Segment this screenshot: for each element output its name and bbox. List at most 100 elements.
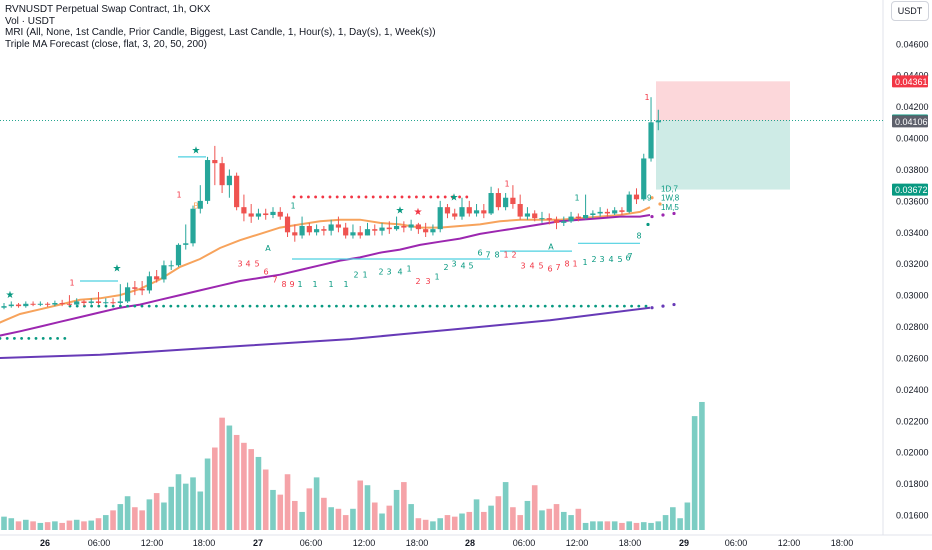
signal-marker: ★ <box>396 205 405 216</box>
forecast-dot <box>650 196 654 200</box>
currency-button[interactable]: USDT <box>891 1 929 21</box>
level-dot <box>219 304 223 308</box>
volume-bar <box>611 521 618 530</box>
level-dot <box>90 304 93 308</box>
signal-marker: 3 <box>520 261 525 270</box>
moving-averages: 1D,71W,81M,5 9 <box>0 184 680 359</box>
target-zone <box>656 120 790 190</box>
candle-body <box>481 210 487 214</box>
level-dot <box>111 304 115 308</box>
level-dot <box>234 304 238 308</box>
legend-ma-forecast[interactable]: Triple MA Forecast (close, flat, 3, 20, … <box>5 38 207 50</box>
volume-bar <box>422 519 429 530</box>
volume-bar <box>677 518 683 530</box>
level-dot <box>205 304 209 308</box>
level-dot <box>147 304 151 308</box>
legend: RVNUSDT Perpetual Swap Contract, 1h, OKX… <box>5 4 436 50</box>
level-dot <box>493 304 497 308</box>
time-tick-label: 12:00 <box>141 538 164 548</box>
level-dot <box>363 304 367 308</box>
time-tick-label: 27 <box>253 538 263 548</box>
level-dot <box>27 336 31 340</box>
level-dot <box>415 195 418 199</box>
candle-body <box>423 229 429 233</box>
candle-body <box>270 211 276 216</box>
price-tick-label: 0.02400 <box>896 385 929 395</box>
level-dot <box>565 304 569 308</box>
level-dot <box>450 304 453 308</box>
candle-body <box>117 301 123 303</box>
time-tick-label: 18:00 <box>831 538 854 548</box>
level-dot <box>507 304 511 308</box>
time-tick-label: 06:00 <box>513 538 536 548</box>
candle-body <box>255 213 262 217</box>
volume-bar <box>495 496 502 530</box>
signal-marker: 5 <box>468 261 473 270</box>
volume-bar <box>531 485 538 530</box>
signal-marker: 6 <box>547 264 552 273</box>
level-dot <box>126 304 129 308</box>
price-axis[interactable]: 0.046000.044000.042000.040000.038000.036… <box>896 39 929 520</box>
candle-body <box>401 226 407 228</box>
price-tick-label: 0.02800 <box>896 322 929 332</box>
signal-marker: 8 <box>281 280 286 289</box>
level-dot <box>443 304 446 308</box>
candle-body <box>495 193 501 208</box>
level-dot <box>644 304 648 308</box>
long-short-position-box[interactable] <box>0 81 883 190</box>
volume-bar <box>328 507 334 530</box>
time-tick-label: 06:00 <box>725 538 748 548</box>
signal-marker: 3 <box>386 268 391 277</box>
volume-bar <box>393 489 400 530</box>
signal-marker: 4 <box>460 261 465 270</box>
signal-marker: 8 <box>494 250 499 259</box>
price-tick-label: 0.03200 <box>896 259 929 269</box>
volume-bar <box>270 489 276 530</box>
level-dot <box>637 304 641 308</box>
volume-bar <box>582 522 589 530</box>
signal-marker: 6 <box>625 253 630 262</box>
level-dot <box>364 195 368 199</box>
candle-body <box>146 276 152 291</box>
level-dot <box>443 195 447 199</box>
level-dot <box>270 304 273 308</box>
level-dot <box>292 195 296 199</box>
signal-marker: 7 <box>485 250 490 259</box>
volume-bar <box>299 511 305 530</box>
volume-bar <box>226 425 233 530</box>
volume-bar <box>321 497 327 530</box>
level-dot <box>428 304 432 308</box>
volume-bar <box>510 507 516 530</box>
candle-body <box>539 218 545 220</box>
candle-body <box>633 194 640 200</box>
level-dot <box>133 304 137 308</box>
time-tick-label: 18:00 <box>193 538 216 548</box>
volume-bar <box>44 522 51 530</box>
level-dot <box>623 304 626 308</box>
candle-body <box>372 229 378 231</box>
legend-volume[interactable]: Vol · USDT <box>5 15 56 27</box>
candle-body <box>45 303 51 305</box>
signal-marker: 1 <box>503 250 508 259</box>
level-dot <box>299 195 303 199</box>
level-dot <box>284 304 288 308</box>
candle-body <box>430 229 436 233</box>
level-dot <box>615 304 619 308</box>
price-label-text: 0.04106 <box>895 117 928 127</box>
candle-body <box>517 204 523 217</box>
time-axis[interactable]: 26 06:00 12:00 18:00 27 06:00 12:00 18:00 28 06:0… <box>40 538 853 548</box>
volume-bar <box>670 507 676 530</box>
price-tick-label: 0.04200 <box>896 102 929 112</box>
candle-body <box>568 216 574 222</box>
volume-bar <box>691 416 698 530</box>
level-dot <box>119 304 122 308</box>
volume-bar <box>219 417 225 530</box>
legend-title[interactable]: RVNUSDT Perpetual Swap Contract, 1h, OKX <box>5 4 211 15</box>
level-dot <box>464 304 468 308</box>
legend-mri[interactable]: MRI (All, None, 1st Candle, Prior Candle… <box>5 27 436 38</box>
level-dot <box>349 304 353 308</box>
level-dot <box>104 304 108 308</box>
forecast-label: 1M,5 <box>661 203 679 212</box>
signal-marker: 2 <box>353 271 358 280</box>
